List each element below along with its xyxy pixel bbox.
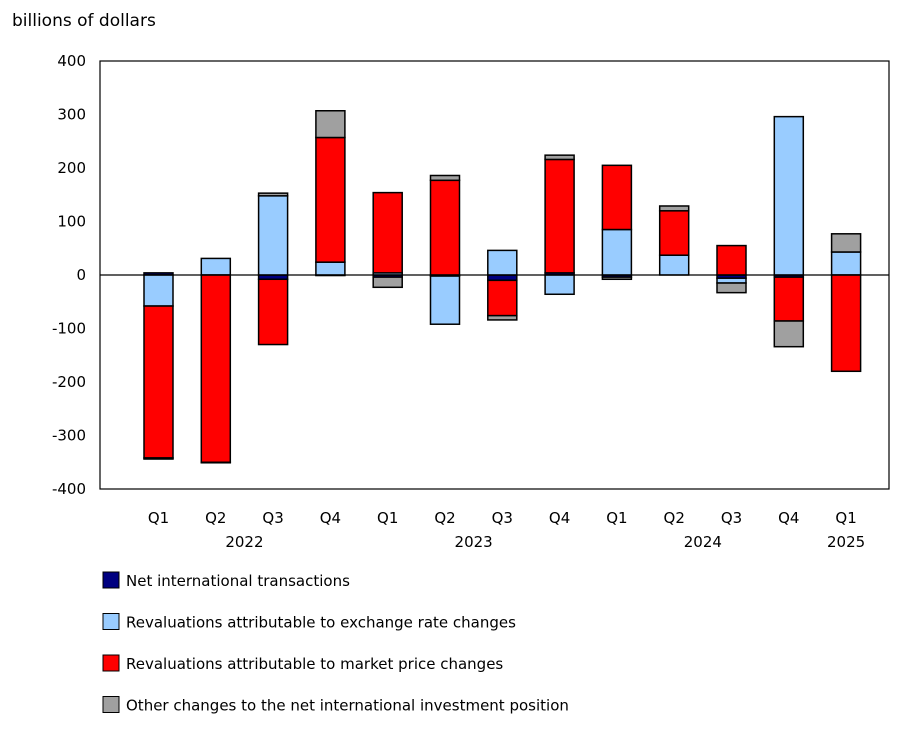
legend-swatch [102,696,120,713]
bar-segment [143,457,174,460]
bar-segment [315,110,346,139]
bar-segment [257,192,289,197]
bar-segment [372,191,403,274]
bar-segment [544,274,575,296]
y-axis-label: billions of dollars [12,11,156,31]
legend-swatch [102,613,120,630]
bar-segment [773,320,805,348]
legend-label: Revaluations attributable to exchange ra… [126,614,516,632]
bar-segment [601,228,633,276]
y-tick-label: -400 [52,480,86,498]
bar-segment [544,158,575,274]
bar-segment [658,205,690,212]
x-tick-label: Q1 [148,509,169,527]
bar-segment [716,244,747,276]
y-tick-label: -300 [52,427,86,445]
x-year-label: 2025 [827,533,865,551]
x-year-label: 2024 [684,533,722,551]
bar-segment [315,261,346,276]
bar-segment [830,274,862,373]
bar-segment [830,233,862,253]
x-tick-label: Q1 [835,509,856,527]
x-tick-label: Q2 [205,509,226,527]
bar-segment [200,461,232,464]
y-tick-label: -100 [52,320,86,338]
bar-segment [487,249,518,276]
x-tick-label: Q4 [320,509,341,527]
x-tick-label: Q1 [377,509,398,527]
bar-segment [143,274,174,307]
bar-segment [716,282,747,294]
x-tick-label: Q1 [606,509,627,527]
y-tick-label: 400 [57,52,86,70]
x-tick-label: Q3 [492,509,513,527]
y-tick-label: -200 [52,373,86,391]
bar-segment [773,276,805,322]
bar-segment [257,278,289,346]
bar-segment [487,314,518,321]
bar-segment [773,115,805,276]
legend-swatch [102,571,120,589]
bar-segment [429,179,461,276]
bar-segment [143,305,174,459]
bar-segment [487,279,518,317]
bar-segment [429,275,461,325]
x-tick-label: Q4 [778,509,799,527]
x-tick-label: Q2 [434,509,455,527]
bar-segment [372,276,403,289]
x-year-label: 2023 [455,533,493,551]
bar-segment [315,136,346,263]
x-tick-label: Q4 [549,509,570,527]
bar-segment [200,274,232,463]
bar-segment [544,154,575,161]
bar-segment [487,274,518,282]
y-tick-label: 300 [57,106,86,124]
y-tick-label: 0 [76,266,86,284]
bar-segment [658,254,690,276]
y-tick-label: 200 [57,159,86,177]
y-tick-label: 100 [57,213,86,231]
bar-segment [830,251,862,276]
bar-segment [429,174,461,182]
bar-segment [601,276,633,281]
legend-label: Revaluations attributable to market pric… [126,655,503,673]
x-tick-label: Q3 [721,509,742,527]
bar-segment [257,195,289,276]
legend-label: Other changes to the net international i… [126,697,569,715]
legend-swatch [102,654,120,672]
x-tick-label: Q2 [664,509,685,527]
x-tick-label: Q3 [262,509,283,527]
bar-segment [658,210,690,256]
x-year-label: 2022 [225,533,263,551]
bar-segment [601,164,633,231]
legend-label: Net international transactions [126,572,350,590]
bar-segment [200,257,232,276]
